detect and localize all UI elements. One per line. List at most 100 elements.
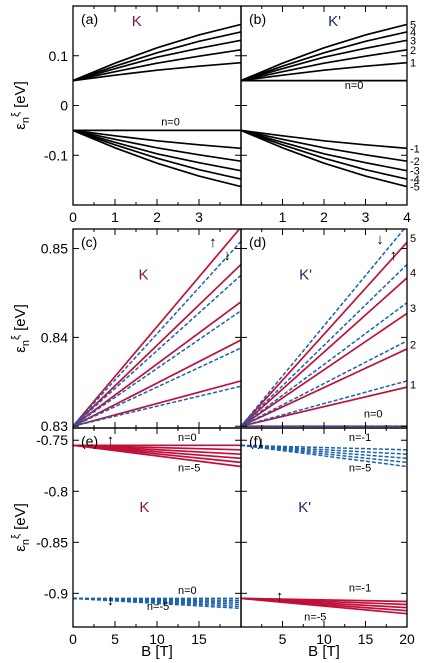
- y-tick-label: 0: [60, 98, 68, 114]
- annotation-text: K': [298, 499, 311, 516]
- annotation-text: ↑: [276, 588, 284, 605]
- annotation-text: n=0: [161, 116, 180, 128]
- series-line: [73, 310, 241, 427]
- series-line: [241, 129, 407, 150]
- series-line: [73, 129, 241, 172]
- level-label: 3: [410, 303, 416, 315]
- series-line: [241, 302, 407, 427]
- series-line: [241, 348, 407, 427]
- annotation-text: n=-5: [147, 601, 169, 613]
- y-axis-label: εnξ [eV]: [10, 503, 32, 552]
- series-line: [73, 240, 241, 427]
- x-tick-label: 20: [399, 631, 415, 647]
- series-line: [73, 339, 241, 427]
- series-group: [73, 444, 241, 610]
- panel-a: 0 1 2 3 0.1 0 -0.1 (a) Kn=0 εnξ [eV]: [10, 5, 242, 225]
- series-line: [241, 277, 407, 427]
- panel-f: 5 10 15 20 (f) n=-1 n=-5 K' n=-1 n=-5 ↓ ↑ B [T]: [240, 427, 415, 660]
- plot-frame: [72, 5, 242, 206]
- annotation-text: n=0: [345, 80, 364, 92]
- series-line: [241, 48, 407, 82]
- level-label: 4: [410, 27, 416, 39]
- series-line: [241, 263, 407, 427]
- series-group: [241, 229, 407, 428]
- series-line: [73, 597, 241, 608]
- series-line: [73, 263, 241, 427]
- annotation-text: K': [328, 13, 341, 30]
- annotation-text: ↓: [376, 231, 384, 248]
- level-label: 1: [410, 379, 416, 391]
- series-line: [241, 129, 407, 172]
- annotation-text: n=0: [178, 585, 197, 597]
- x-tick-label: 3: [195, 209, 203, 225]
- series-line: [73, 39, 241, 82]
- annotation-text: K: [139, 267, 149, 284]
- series-line: [241, 444, 407, 468]
- series-line: [241, 129, 407, 163]
- panel-label: (f): [249, 433, 262, 449]
- series-line: [73, 597, 241, 610]
- panel-label: (d): [249, 234, 266, 250]
- x-tick-label: 2: [153, 209, 161, 225]
- annotation-text: n=0: [364, 408, 383, 420]
- series-line: [241, 229, 405, 427]
- series-line: [73, 129, 241, 163]
- series-line: [73, 385, 241, 427]
- y-tick-label: -0.85: [36, 534, 68, 550]
- panel-label: (c): [81, 234, 97, 250]
- series-line: [73, 301, 241, 427]
- y-tick-label: -0.9: [44, 585, 68, 601]
- level-label: -1: [410, 143, 420, 155]
- series-line: [241, 380, 407, 427]
- series-line: [73, 274, 241, 427]
- x-axis-label: B [T]: [308, 643, 340, 660]
- series-line: [73, 597, 241, 602]
- level-label: 4: [410, 268, 416, 280]
- level-label: 2: [410, 339, 416, 351]
- series-line: [241, 61, 407, 82]
- series-line: [73, 61, 241, 82]
- x-tick-label: 1: [111, 209, 119, 225]
- series-line: [73, 444, 241, 468]
- annotation-text: K': [299, 267, 312, 284]
- x-tick-label: 5: [111, 631, 119, 647]
- series-line: [73, 129, 241, 188]
- annotation-text: n=0: [178, 432, 197, 444]
- series-group: [73, 229, 241, 428]
- x-tick-label: 4: [403, 209, 411, 225]
- x-tick-label: 15: [191, 631, 207, 647]
- y-tick-label: -0.75: [36, 432, 68, 448]
- series-line: [241, 312, 407, 427]
- series-line: [241, 241, 407, 427]
- y-tick-label: 0.85: [41, 241, 68, 257]
- series-line: [73, 229, 241, 427]
- level-label: -3: [410, 166, 420, 178]
- level-label: 5: [410, 19, 416, 31]
- plot-frame: [240, 5, 408, 206]
- annotation-text: ↓: [107, 592, 115, 609]
- series-line: [241, 129, 407, 180]
- series-line: [73, 347, 241, 427]
- series-line: [241, 597, 407, 615]
- series-line: [241, 386, 407, 428]
- panel-label: (e): [81, 433, 98, 449]
- level-label: 2: [410, 45, 416, 57]
- panel-label: (a): [81, 11, 98, 27]
- y-tick-label: 0.84: [41, 329, 68, 345]
- annotation-text: n=-1: [349, 432, 371, 444]
- x-tick-label: 2: [320, 209, 328, 225]
- panel-e: 0 5 10 15 -0.75 -0.8 -0.85 -0.9 (e) n=0 n=-5 Kn=0 n=…: [10, 427, 242, 660]
- series-line: [73, 31, 241, 82]
- x-tick-label: 10: [316, 631, 332, 647]
- series-group: [241, 444, 407, 615]
- plot-frame: [72, 427, 242, 628]
- level-label: 3: [410, 35, 416, 47]
- series-line: [73, 597, 241, 606]
- annotation-text: ↑: [107, 432, 115, 449]
- level-label: -4: [410, 174, 420, 186]
- series-line: [241, 39, 407, 82]
- x-tick-label: 5: [279, 631, 287, 647]
- series-line: [73, 129, 241, 180]
- y-tick-label: 0.1: [49, 48, 69, 64]
